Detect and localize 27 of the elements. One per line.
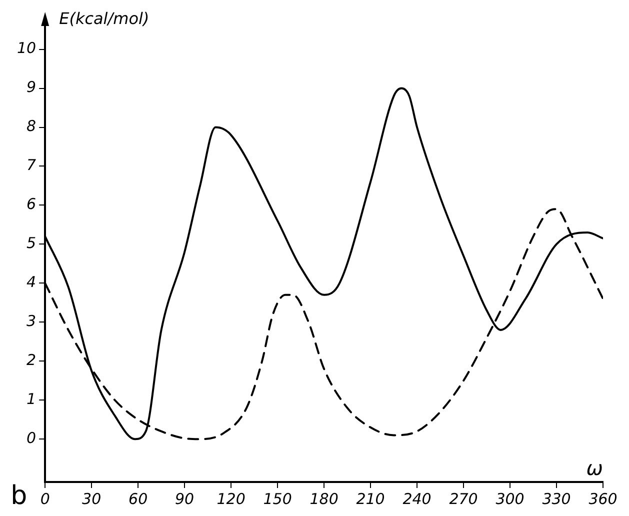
y-tick-label: 0 xyxy=(26,429,36,448)
y-tick-label: 8 xyxy=(26,117,36,136)
x-tick-label: 300 xyxy=(496,490,524,508)
y-tick-label: 3 xyxy=(26,312,36,330)
x-tick-label: 210 xyxy=(356,490,385,508)
y-tick-label: 5 xyxy=(26,234,36,252)
x-tick-label: 0 xyxy=(40,490,50,508)
x-tick-label: 120 xyxy=(216,490,246,508)
y-tick-label: 6 xyxy=(26,195,36,214)
y-tick-label: 10 xyxy=(16,39,36,58)
x-tick-label: 150 xyxy=(263,490,292,508)
text: b xyxy=(10,480,28,511)
y-tick-label: 4 xyxy=(26,273,36,292)
y-tick-label: 9 xyxy=(26,78,36,96)
y-tick-label: 2 xyxy=(26,351,36,370)
x-tick-label: 90 xyxy=(175,490,194,508)
x-tick-label: 60 xyxy=(128,490,148,508)
x-tick-label: 180 xyxy=(310,490,338,508)
x-tick-label: 30 xyxy=(82,490,102,508)
y-tick-label: 1 xyxy=(26,390,36,408)
x-tick-label: 330 xyxy=(542,490,571,508)
x-axis-title: ω xyxy=(586,456,603,480)
x-tick-label: 360 xyxy=(588,490,618,508)
x-tick-label: 270 xyxy=(449,490,478,508)
y-tick-label: 7 xyxy=(26,156,37,174)
y-axis-title: E(kcal/mol) xyxy=(59,9,150,28)
x-tick-label: 240 xyxy=(402,490,432,508)
